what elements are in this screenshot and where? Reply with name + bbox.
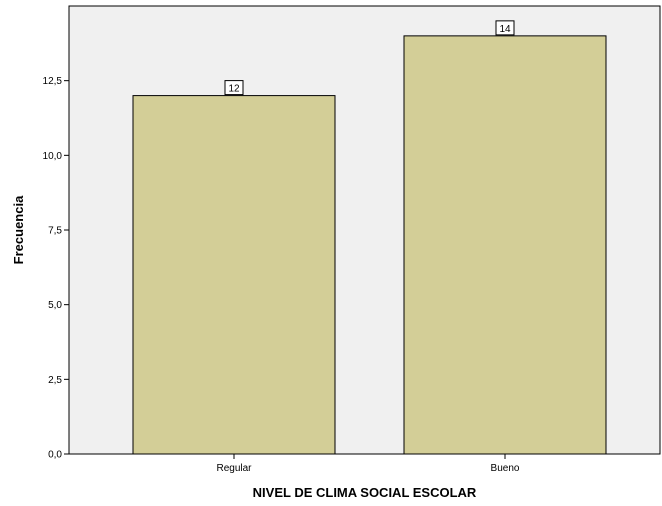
bar-regular	[132, 95, 336, 455]
x-axis: Regular Bueno	[216, 454, 520, 474]
y-tick-label: 12,5	[43, 76, 63, 87]
y-tick-label: 2,5	[48, 375, 62, 386]
y-axis-title: Frecuencia	[11, 195, 26, 264]
data-label-box-regular	[224, 80, 244, 96]
y-tick-label: 0,0	[48, 450, 62, 461]
data-label-box-bueno	[495, 20, 515, 36]
x-tick-label-regular: Regular	[216, 463, 252, 474]
y-tick-label: 10,0	[43, 151, 63, 162]
y-tick-label: 5,0	[48, 300, 62, 311]
bar-bueno	[403, 35, 607, 455]
x-tick-label-bueno: Bueno	[491, 463, 520, 474]
y-axis: 0,0 2,5 5,0 7,5 10,0 12,5	[43, 76, 69, 461]
data-label-regular: 12	[228, 84, 240, 95]
data-label-bueno: 14	[499, 24, 511, 35]
y-tick-label: 7,5	[48, 226, 62, 237]
bars-layer: 12 14	[132, 20, 607, 455]
x-axis-title: NIVEL DE CLIMA SOCIAL ESCOLAR	[253, 485, 477, 500]
